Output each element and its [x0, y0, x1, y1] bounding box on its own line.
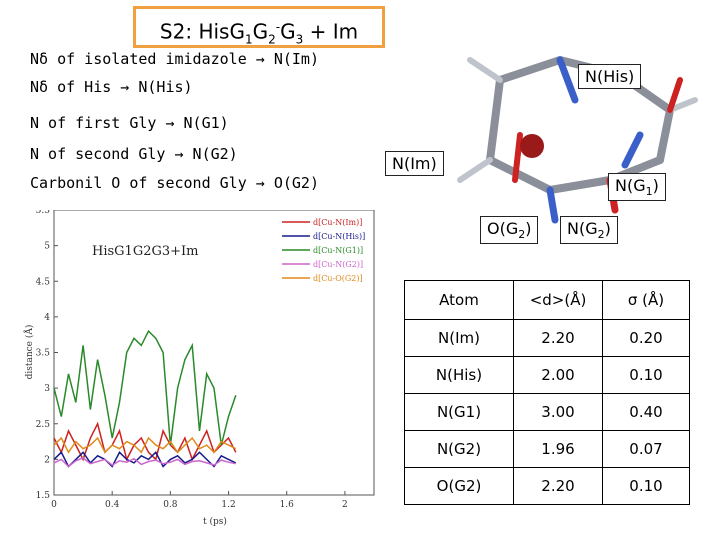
title-part: G: [252, 19, 269, 44]
x-axis-label: t (ps): [203, 516, 227, 527]
legend-label: d[Cu-N(Im)]: [313, 218, 362, 227]
legend-label: d[Cu-N(G1)]: [313, 246, 363, 255]
y-axis-label: distance (Å): [23, 325, 35, 380]
table-row: N(His) 2.00 0.10: [404, 356, 690, 394]
title-part: G: [280, 19, 296, 44]
table-row: N(G2) 1.96 0.07: [404, 430, 690, 468]
table-row: O(G2) 2.20 0.10: [404, 467, 690, 505]
y-tick-label: 1.5: [36, 491, 51, 501]
col-sigma: σ (Å): [602, 280, 690, 320]
x-tick-label: 1.6: [280, 500, 295, 510]
table-row: N(G1) 3.00 0.40: [404, 393, 690, 431]
molecule-illustration: [457, 56, 698, 224]
results-table: Atom <d>(Å) σ (Å) N(Im) 2.20 0.20 N(His)…: [404, 280, 690, 505]
slide-title: S2: HisG1G2-G3 + Im: [133, 6, 385, 48]
series-line-2: [53, 329, 237, 446]
title-sup: -: [275, 20, 281, 34]
cell-distance: 1.96: [513, 430, 603, 468]
series-line-3: [53, 457, 236, 468]
distance-chart: 1.5 2 2.5 3 3.5 4 4.5 5 5.5 0 0.4 0.8 1.2 1.6 2 HisG1G…: [23, 210, 375, 527]
x-tick-label: 0.8: [163, 500, 178, 510]
title-sub: 1: [244, 32, 253, 47]
definition-n-his: Nδ of His → N(His): [30, 78, 193, 96]
y-tick-label: 3: [44, 384, 50, 394]
y-tick-label: 5: [44, 242, 50, 252]
col-atom: Atom: [404, 280, 514, 320]
cell-atom: N(G1): [404, 393, 514, 431]
definition-n-g1: N of first Gly → N(G1): [30, 114, 229, 132]
cell-atom: O(G2): [404, 467, 514, 505]
title-part: + Im: [303, 19, 359, 44]
cell-distance: 2.00: [513, 356, 603, 394]
y-tick-label: 5.5: [36, 210, 51, 216]
label-n-his: N(His): [578, 64, 642, 89]
title-part: S2: His: [159, 19, 230, 44]
legend-label: d[Cu-O(G2)]: [313, 274, 363, 283]
series-line-1: [53, 451, 237, 468]
copper-atom: [520, 134, 544, 158]
cell-atom: N(Im): [404, 319, 514, 357]
cell-atom: N(His): [404, 356, 514, 394]
x-tick-label: 2: [342, 500, 348, 510]
definition-n-g2: N of second Gly → N(G2): [30, 145, 238, 163]
title-part: G: [229, 19, 245, 44]
table-row: N(Im) 2.20 0.20: [404, 319, 690, 357]
label-o-g2: O(G2): [480, 216, 539, 245]
cell-sigma: 0.10: [602, 356, 690, 394]
cell-distance: 2.20: [513, 467, 603, 505]
y-tick-label: 3.5: [36, 349, 51, 359]
y-tick-label: 2.5: [36, 420, 51, 430]
x-tick-label: 0: [51, 500, 57, 510]
plot-frame: [53, 210, 375, 496]
y-tick-label: 4.5: [36, 277, 51, 287]
label-n-im: N(Im): [385, 151, 444, 176]
cell-sigma: 0.40: [602, 393, 690, 431]
definition-o-g2: Carbonil O of second Gly → O(G2): [30, 174, 319, 192]
cell-sigma: 0.20: [602, 319, 690, 357]
label-n-g2: N(G2): [560, 216, 618, 245]
col-mean-distance: <d>(Å): [513, 280, 603, 320]
cell-distance: 2.20: [513, 319, 603, 357]
label-n-g1: N(G1): [608, 173, 666, 202]
cell-distance: 3.00: [513, 393, 603, 431]
series-line-4: [53, 436, 237, 454]
definition-n-im: Nδ of isolated imidazole → N(Im): [30, 50, 319, 68]
chart-title: HisG1G2G3+Im: [92, 244, 199, 259]
legend-label: d[Cu-N(G2)]: [313, 260, 363, 269]
title-sub: 2: [268, 32, 276, 47]
cell-sigma: 0.10: [602, 467, 690, 505]
y-tick-label: 4: [44, 313, 50, 323]
cell-sigma: 0.07: [602, 430, 690, 468]
legend-label: d[Cu-N(His)]: [313, 232, 365, 241]
y-tick-label: 2: [44, 455, 50, 465]
x-tick-label: 1.2: [221, 500, 235, 510]
x-tick-label: 0.4: [105, 500, 120, 510]
table-header-row: Atom <d>(Å) σ (Å): [404, 280, 690, 320]
title-sub: 3: [295, 32, 304, 47]
cell-atom: N(G2): [404, 430, 514, 468]
